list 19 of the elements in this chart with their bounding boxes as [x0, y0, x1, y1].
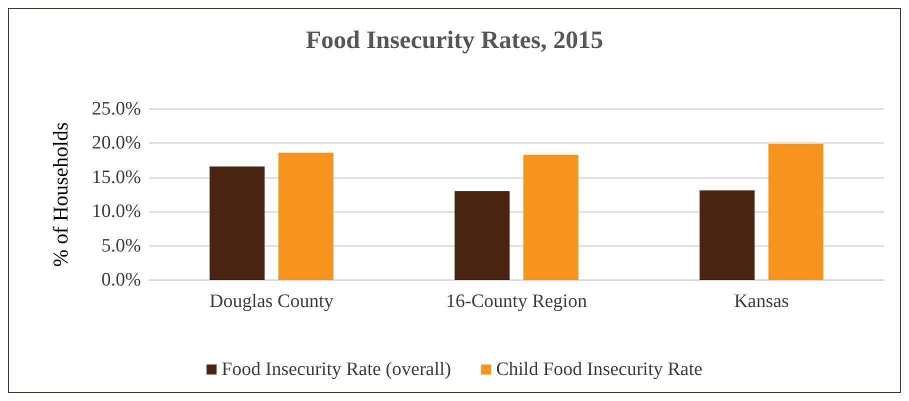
y-axis-title: % of Households: [48, 122, 72, 267]
legend-label: Food Insecurity Rate (overall): [222, 359, 452, 380]
y-tick-label: 15.0%: [92, 166, 142, 188]
y-tick-label: 20.0%: [92, 132, 142, 154]
bar: [278, 152, 334, 280]
y-tick-label: 0.0%: [101, 270, 142, 290]
chart-title: Food Insecurity Rates, 2015: [306, 27, 604, 54]
bar: [523, 154, 578, 280]
x-tick-label: 16-County Region: [446, 291, 588, 312]
bar: [210, 166, 265, 280]
x-tick-label: Douglas County: [209, 291, 334, 312]
y-tick-label: 25.0%: [92, 98, 142, 120]
y-tick-label: 5.0%: [101, 235, 142, 256]
y-tick-label: 10.0%: [92, 201, 142, 222]
bar: [454, 191, 510, 280]
bar: [700, 190, 755, 280]
bar: [768, 144, 824, 280]
x-tick-label: Kansas: [734, 291, 789, 312]
legend-label: Child Food Insecurity Rate: [496, 359, 702, 380]
